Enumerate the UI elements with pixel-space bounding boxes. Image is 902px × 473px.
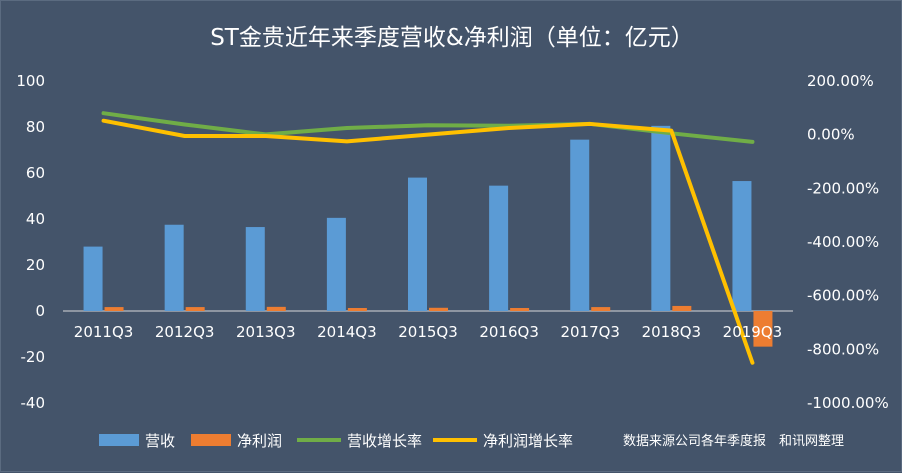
category-label: 2012Q3 — [155, 323, 215, 341]
revenue-bar — [164, 224, 184, 311]
revenue-bar — [83, 246, 103, 311]
revenue-bar — [651, 125, 671, 311]
net-profit-bar — [672, 305, 692, 311]
left-tick-label: 100 — [16, 72, 45, 90]
left-tick-label: -20 — [21, 348, 46, 366]
right-tick-label: -400.00% — [807, 233, 879, 251]
legend-label: 营收 — [145, 432, 175, 450]
category-label: 2016Q3 — [479, 323, 539, 341]
legend: 营收 净利润 营收增长率 净利润增长率 — [99, 432, 573, 450]
left-tick-label: 0 — [35, 302, 45, 320]
legend-label: 净利润增长率 — [483, 432, 573, 450]
right-tick-label: -1000.00% — [807, 394, 889, 412]
right-tick-label: -600.00% — [807, 287, 879, 305]
net-profit-bar — [185, 307, 205, 311]
left-tick-label: 60 — [26, 164, 45, 182]
left-tick-label: 80 — [26, 118, 45, 136]
right-axis: -1000.00% -800.00% -600.00% -400.00% -200.00… — [807, 72, 889, 412]
x-axis-labels: 2011Q3 2012Q3 2013Q3 2014Q3 2015Q3 2016Q3 2017… — [74, 323, 782, 341]
legend-swatch — [191, 434, 231, 446]
revenue-bar — [326, 217, 346, 311]
line-series — [101, 111, 755, 365]
left-tick-label: 40 — [26, 210, 45, 228]
left-axis: -40 -20 0 20 40 60 80 100 — [16, 72, 45, 412]
right-tick-label: -200.00% — [807, 179, 879, 197]
revenue-bar — [732, 181, 752, 311]
source-note: 数据来源公司各年季度报 和讯网整理 — [623, 433, 844, 449]
category-label: 2015Q3 — [398, 323, 458, 341]
net-profit-bar — [429, 307, 448, 311]
right-tick-label: -800.00% — [807, 340, 879, 358]
net-profit-bar — [510, 308, 530, 311]
category-label: 2011Q3 — [74, 323, 134, 341]
legend-swatch — [99, 434, 139, 446]
revenue-bar — [408, 177, 427, 311]
category-label: 2014Q3 — [317, 323, 377, 341]
net-profit-bar — [266, 306, 286, 311]
category-label: 2018Q3 — [642, 323, 702, 341]
revenue-bar — [245, 227, 265, 311]
chart-title: ST金贵近年来季度营收&净利润（单位：亿元） — [210, 25, 694, 51]
legend-label: 营收增长率 — [347, 432, 422, 450]
category-label: 2019Q3 — [723, 323, 783, 341]
legend-label: 净利润 — [237, 432, 282, 450]
net-profit-bar — [591, 307, 611, 311]
right-tick-label: 200.00% — [807, 72, 874, 90]
net-profit-bar — [347, 308, 367, 311]
net-profit-bar — [753, 311, 773, 347]
bar-series — [83, 125, 773, 347]
left-tick-label: 20 — [26, 256, 45, 274]
revenue-bar — [570, 139, 590, 311]
net-profit-growth-line — [101, 118, 755, 365]
right-tick-label: 0.00% — [807, 126, 855, 144]
revenue-bar — [489, 185, 509, 311]
category-label: 2013Q3 — [236, 323, 296, 341]
category-label: 2017Q3 — [560, 323, 620, 341]
net-profit-bar — [104, 307, 124, 311]
left-tick-label: -40 — [21, 394, 46, 412]
